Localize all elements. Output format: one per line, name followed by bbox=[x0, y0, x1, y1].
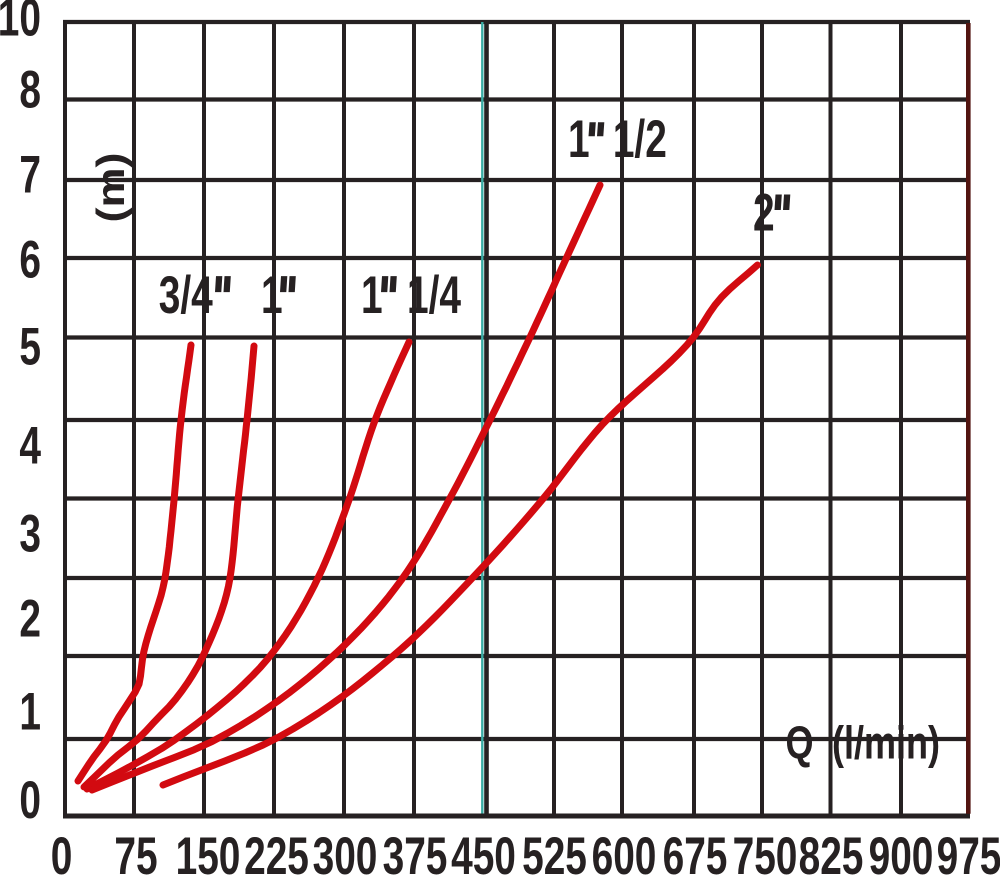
svg-text:750: 750 bbox=[733, 826, 798, 875]
svg-text:11/4: 1 1/4 bbox=[361, 265, 461, 324]
svg-text:1: 1 bbox=[19, 682, 41, 741]
svg-text:825: 825 bbox=[799, 826, 864, 875]
svg-text:1: 1 bbox=[261, 265, 283, 324]
svg-text:(m): (m) bbox=[89, 152, 132, 222]
svg-text:3: 3 bbox=[19, 504, 41, 563]
svg-text:7: 7 bbox=[19, 145, 41, 204]
svg-text:225: 225 bbox=[244, 826, 309, 875]
svg-text:4: 4 bbox=[19, 416, 41, 475]
svg-text:900: 900 bbox=[869, 826, 934, 875]
svg-text:11/2: 1 1/2 bbox=[568, 109, 667, 168]
svg-text:0: 0 bbox=[19, 770, 41, 829]
svg-text:450: 450 bbox=[451, 826, 516, 875]
svg-text:10: 10 bbox=[0, 0, 41, 47]
svg-text:975: 975 bbox=[937, 826, 1000, 875]
svg-text:675: 675 bbox=[663, 826, 728, 875]
svg-text:Q(l/min): Q (l/min) bbox=[786, 718, 941, 769]
svg-text:2: 2 bbox=[753, 183, 775, 242]
svg-text:8: 8 bbox=[19, 60, 41, 119]
svg-text:150: 150 bbox=[176, 826, 241, 875]
svg-text:525: 525 bbox=[522, 826, 587, 875]
svg-text:5: 5 bbox=[19, 317, 41, 376]
svg-text:3/4: 3/4 bbox=[159, 265, 213, 324]
svg-text:2: 2 bbox=[19, 589, 41, 648]
svg-text:0: 0 bbox=[51, 826, 73, 875]
svg-text:300: 300 bbox=[313, 826, 378, 875]
svg-text:375: 375 bbox=[383, 826, 448, 875]
svg-text:6: 6 bbox=[19, 230, 41, 289]
svg-text:600: 600 bbox=[592, 826, 657, 875]
svg-text:75: 75 bbox=[114, 826, 157, 875]
